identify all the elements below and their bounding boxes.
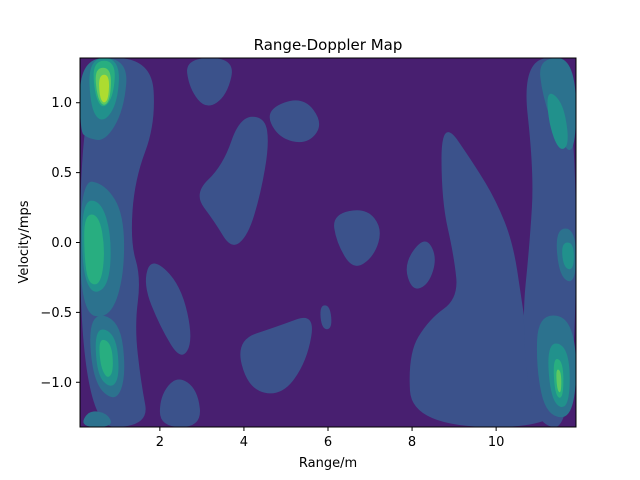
x-tick-label: 2 xyxy=(156,435,164,450)
contour-region-blob-top-5-6 xyxy=(269,100,320,143)
y-axis: −1.0 −0.5 0.0 0.5 1.0 xyxy=(40,96,80,391)
x-tick-label: 8 xyxy=(408,435,416,450)
y-tick-label: −0.5 xyxy=(40,306,72,321)
contour-region-blob-mid-left-low xyxy=(145,263,191,355)
contour-region-blob-top-3 xyxy=(187,58,232,106)
y-tick-label: −1.0 xyxy=(40,376,72,391)
contour-region-left-top-peak xyxy=(99,74,110,103)
x-axis-label: Range/m xyxy=(299,456,357,471)
contour-region-blob-5-lower xyxy=(240,317,312,394)
contour-region-small-6 xyxy=(320,305,332,330)
contour-region-right-top-inner xyxy=(547,93,568,149)
y-tick-label: 0.0 xyxy=(51,236,72,251)
contour-region-bottom-left-patch xyxy=(83,411,111,427)
contour-region-blob-3-4 xyxy=(199,116,268,245)
contour-region-blob-bottom-2-3 xyxy=(159,379,200,427)
contour-region-right-mid-inner xyxy=(562,242,574,270)
y-tick-label: 0.5 xyxy=(51,166,72,181)
y-tick-label: 1.0 xyxy=(51,96,72,111)
contour-region-right-low-peak xyxy=(556,369,562,393)
x-tick-label: 4 xyxy=(240,435,248,450)
y-axis-label: Velocity/mps xyxy=(17,200,32,283)
contour-region-right-mid-structure xyxy=(409,132,558,427)
contour-region-blob-upper-mid-0 xyxy=(334,210,380,266)
chart-title: Range-Doppler Map xyxy=(254,36,403,54)
x-axis: 2 4 6 8 10 xyxy=(156,427,505,450)
contour-region-left-mid-core xyxy=(84,214,104,285)
x-tick-label: 6 xyxy=(324,435,332,450)
x-tick-label: 10 xyxy=(488,435,505,450)
contour-plot-area xyxy=(80,58,576,427)
contour-region-left-low-core xyxy=(99,339,113,377)
contour-region-blob-8 xyxy=(406,241,435,289)
